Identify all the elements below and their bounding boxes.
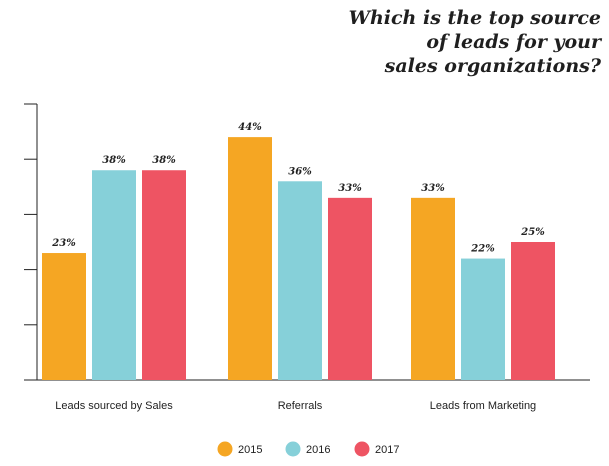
legend-label: 2017	[375, 444, 399, 456]
chart-title-line-1: Which is the top source	[348, 7, 601, 29]
legend-marker-2015	[217, 441, 233, 457]
category-label: Leads from Marketing	[430, 400, 536, 412]
category-label: Referrals	[278, 400, 323, 412]
category-label: Leads sourced by Sales	[55, 400, 173, 412]
bar-2016-2	[278, 181, 322, 380]
data-label: 33%	[338, 183, 362, 194]
data-label: 38%	[152, 155, 176, 166]
bar-2015-1	[42, 253, 86, 380]
data-label: 23%	[51, 238, 76, 249]
bar-2015-2	[228, 137, 272, 380]
legend-marker-2016	[285, 441, 301, 457]
data-label: 36%	[288, 166, 312, 177]
bar-2015-3	[411, 197, 455, 380]
bar-2017-1	[142, 170, 186, 380]
legend-label: 2016	[306, 444, 330, 456]
bar-2016-3	[461, 258, 505, 380]
data-label: 44%	[238, 122, 262, 133]
data-label: 38%	[102, 155, 126, 166]
chart-title-line-2: of leads for your	[426, 31, 601, 53]
legend-label: 2015	[238, 444, 262, 456]
legend-marker-2017	[354, 441, 370, 457]
bar-2017-2	[328, 197, 372, 380]
chart-title: Which is the top source of leads for you…	[271, 6, 601, 78]
data-label: 22%	[470, 244, 495, 255]
bar-2017-3	[511, 242, 555, 380]
bar-2016-1	[92, 170, 136, 380]
chart-title-line-3: sales organizations?	[384, 55, 601, 77]
data-label: 25%	[520, 227, 545, 238]
data-label: 33%	[421, 183, 445, 194]
